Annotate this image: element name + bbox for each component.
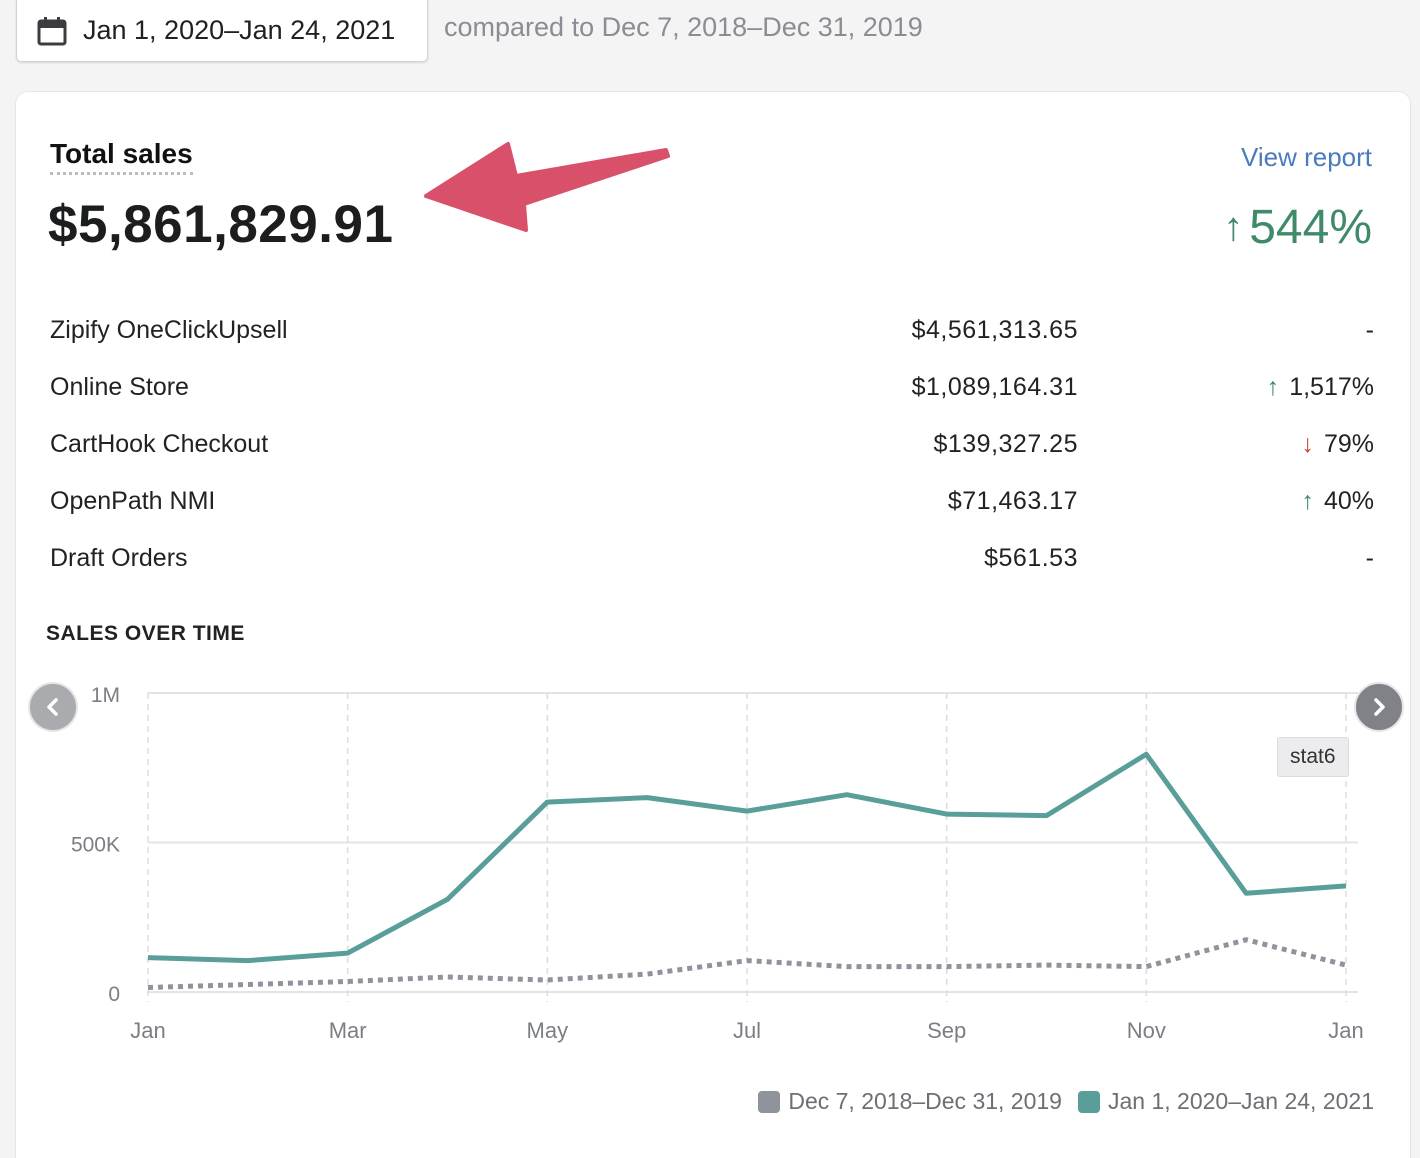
total-sales-change: ↑ 544% [1223,200,1372,255]
channel-amount: $139,327.25 [933,430,1078,458]
channel-change: ↑ 1,517% [1267,373,1374,402]
channel-name: Draft Orders [50,544,188,572]
legend-label-previous: Dec 7, 2018–Dec 31, 2019 [788,1088,1062,1114]
down-arrow-icon: ↓ [1301,430,1314,458]
x-tick-label: Nov [1127,1018,1166,1043]
sales-channel-row: Draft Orders $561.53 - [50,532,1374,589]
sales-over-time-chart: 1M 500K 0 Jan Mar May Jul Sep Nov Jan [71,684,1364,1043]
x-tick-label: Jan [130,1018,165,1043]
chevron-left-icon [47,698,58,716]
x-tick-label: May [527,1018,569,1043]
legend-swatch-current [1077,1090,1100,1113]
total-sales-title[interactable]: Total sales [50,138,193,175]
date-range-label: Jan 1, 2020–Jan 24, 2021 [83,15,396,45]
legend-item-previous[interactable]: Dec 7, 2018–Dec 31, 2019 [758,1088,1062,1115]
up-arrow-icon: ↑ [1223,205,1244,249]
view-report-link[interactable]: View report [1240,142,1372,172]
x-tick-label: Sep [927,1018,966,1043]
channel-change: - [1366,316,1374,345]
channel-change-value: 40% [1323,487,1374,515]
y-tick-label: 0 [108,983,120,1006]
x-tick-label: Jul [733,1018,761,1043]
legend-item-current[interactable]: Jan 1, 2020–Jan 24, 2021 [1077,1088,1374,1115]
channel-amount: $4,561,313.65 [911,316,1078,344]
sales-channel-list: Zipify OneClickUpsell $4,561,313.65 - Onlin… [50,304,1374,589]
channel-change: ↓ 79% [1301,430,1374,459]
channel-name: OpenPath NMI [50,487,216,515]
sales-channel-row: Zipify OneClickUpsell $4,561,313.65 - [50,304,1374,361]
legend-swatch-previous [758,1090,781,1113]
y-tick-label: 500K [71,834,120,857]
comparison-range-text: compared to Dec 7, 2018–Dec 31, 2019 [444,12,923,42]
channel-amount: $561.53 [984,544,1078,572]
chevron-right-icon [1374,698,1385,716]
y-tick-label: 1M [91,684,120,707]
sales-channel-row: OpenPath NMI $71,463.17 ↑ 40% [50,475,1374,532]
channel-change-value: - [1365,316,1374,344]
chart-tooltip: stat6 [1277,737,1349,777]
annotation-arrow-icon [424,142,670,232]
up-arrow-icon: ↑ [1301,487,1314,515]
channel-amount: $1,089,164.31 [911,373,1078,401]
date-range-button[interactable]: Jan 1, 2020–Jan 24, 2021 [16,0,428,62]
sales-channel-row: CartHook Checkout $139,327.25 ↓ 79% [50,418,1374,475]
sales-channel-row: Online Store $1,089,164.31 ↑ 1,517% [50,361,1374,418]
channel-change-value: 1,517% [1289,373,1374,401]
channel-name: CartHook Checkout [50,430,269,458]
x-tick-label: Mar [329,1018,367,1043]
channel-name: Online Store [50,373,189,401]
channel-name: Zipify OneClickUpsell [50,316,288,344]
total-sales-change-value: 544% [1249,201,1372,254]
legend-label-current: Jan 1, 2020–Jan 24, 2021 [1107,1088,1374,1114]
channel-change: ↑ 40% [1301,487,1374,516]
channel-change: - [1366,544,1374,573]
chart-prev-button[interactable] [28,682,78,732]
channel-change-value: - [1365,544,1374,572]
x-tick-label: Jan [1328,1018,1363,1043]
up-arrow-icon: ↑ [1266,373,1280,401]
total-sales-card: Total sales $5,861,829.91 View report ↑ … [16,92,1410,1158]
sales-over-time-title: SALES OVER TIME [46,622,245,645]
chart-next-button[interactable] [1354,682,1404,732]
channel-amount: $71,463.17 [947,487,1078,515]
chart-legend: Dec 7, 2018–Dec 31, 2019 Jan 1, 2020–Jan… [742,1088,1374,1115]
channel-change-value: 79% [1323,430,1374,458]
total-sales-value: $5,861,829.91 [48,195,394,254]
calendar-icon [37,16,67,46]
